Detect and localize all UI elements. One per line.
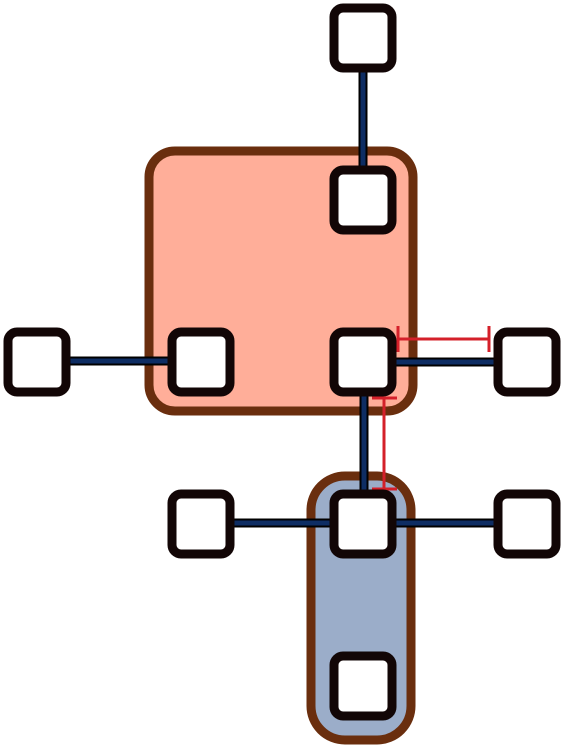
node-far-left: [3, 327, 71, 397]
node-lower-left: [167, 489, 235, 559]
dimension-markers-layer: [372, 326, 491, 491]
node-primary-left: [167, 327, 235, 397]
edges-layer: [70, 68, 496, 528]
dimension-marker-horizontal-gap: [396, 326, 491, 352]
node-lower-right: [493, 489, 561, 559]
node-far-right: [493, 327, 561, 397]
node-primary-right: [329, 327, 397, 397]
node-top: [329, 3, 397, 73]
nodes-layer: [3, 3, 561, 721]
dimension-marker-vertical-gap: [372, 396, 397, 491]
node-secondary-bottom: [329, 651, 397, 721]
node-secondary-top: [329, 489, 397, 559]
node-primary-top-right: [329, 165, 397, 235]
